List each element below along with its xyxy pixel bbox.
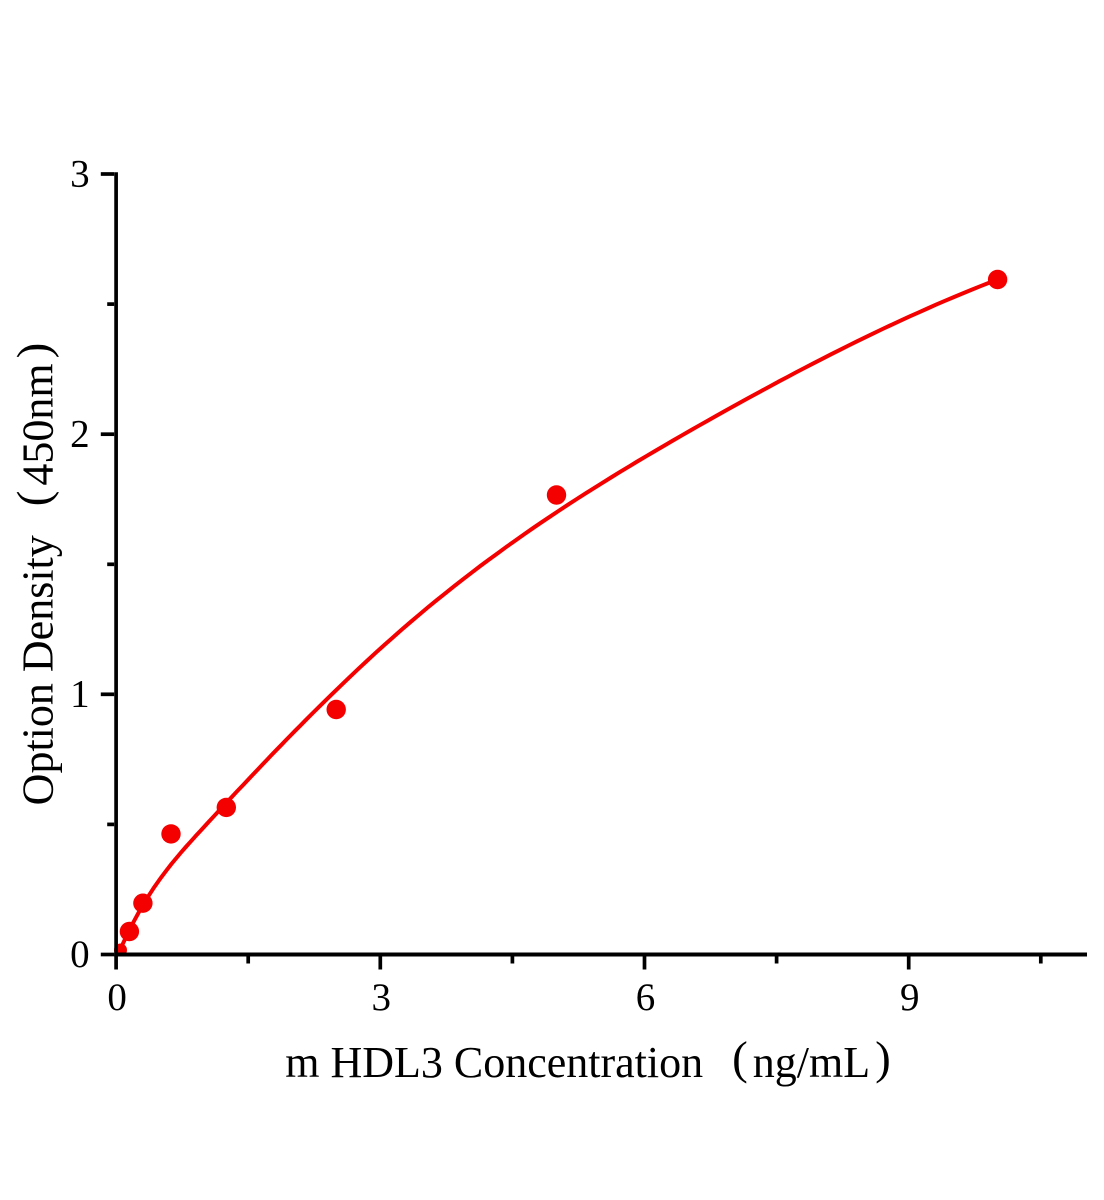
svg-text:2: 2 <box>70 413 90 456</box>
svg-text:0: 0 <box>107 976 127 1019</box>
svg-text:1: 1 <box>70 673 90 716</box>
svg-text:9: 9 <box>900 976 920 1019</box>
svg-text:6: 6 <box>636 976 656 1019</box>
svg-text:3: 3 <box>70 152 90 195</box>
svg-text:0: 0 <box>70 933 90 976</box>
svg-text:Option Density(450nm): Option Density(450nm) <box>8 343 63 806</box>
svg-text:m HDL3 Concentration(ng/mL): m HDL3 Concentration(ng/mL) <box>285 1033 891 1088</box>
svg-text:3: 3 <box>372 976 392 1019</box>
